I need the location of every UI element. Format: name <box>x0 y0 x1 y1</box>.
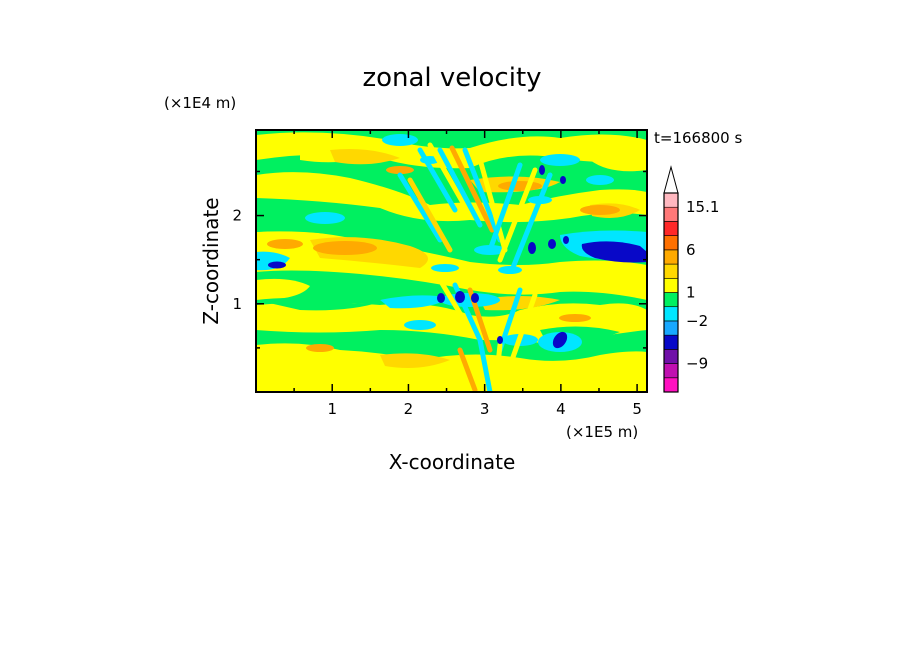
colorbar-label: 6 <box>686 241 696 259</box>
x-axis-label: X-coordinate <box>389 450 516 474</box>
colorbar-segment <box>663 277 679 293</box>
x-tick-label: 2 <box>404 400 414 418</box>
time-label: t=166800 s <box>654 129 742 147</box>
colorbar-label: −2 <box>686 312 708 330</box>
colorbar-extend-arrow <box>663 165 679 194</box>
colorbar-segment <box>663 235 679 251</box>
y-tick-label: 2 <box>232 207 242 225</box>
colorbar-segment <box>663 292 679 308</box>
colorbar <box>663 165 679 393</box>
colorbar-frame <box>663 192 679 393</box>
colorbar-label: 15.1 <box>686 198 719 216</box>
colorbar-segment <box>663 249 679 265</box>
colorbar-segment <box>663 206 679 222</box>
colorbar-segment <box>663 263 679 279</box>
x-tick-label: 3 <box>480 400 490 418</box>
chart-title: zonal velocity <box>362 63 541 93</box>
strong-negative-patches <box>268 165 647 349</box>
colorbar-segment <box>663 221 679 236</box>
colorbar-segment <box>663 192 679 208</box>
contour-field <box>256 130 647 392</box>
colorbar-segment <box>663 306 679 322</box>
colorbar-label: −9 <box>686 355 708 373</box>
y-tick-label: 1 <box>232 295 242 313</box>
colorbar-segment <box>663 377 679 393</box>
x-tick-label: 1 <box>327 400 337 418</box>
plot-frame <box>255 129 648 393</box>
wave-streaks <box>397 142 553 392</box>
colorbar-labels: 15.1 6 1 −2 −9 <box>686 198 719 372</box>
x-tick-label: 5 <box>632 400 642 418</box>
orange-patches <box>267 166 620 352</box>
y-axis-label: Z-coordinate <box>199 197 223 324</box>
colorbar-segment <box>663 363 679 379</box>
colorbar-segment <box>663 334 679 350</box>
x-tick-label: 4 <box>556 400 566 418</box>
colorbar-label: 1 <box>686 284 696 302</box>
axis-tick-labels: 1 2 3 4 5 1 2 <box>232 207 641 418</box>
x-unit-label: (×1E5 m) <box>566 423 638 441</box>
colorbar-segment <box>663 349 679 364</box>
axis-ticks <box>256 130 647 392</box>
y-unit-label: (×1E4 m) <box>164 94 236 112</box>
colorbar-segment <box>663 320 679 336</box>
